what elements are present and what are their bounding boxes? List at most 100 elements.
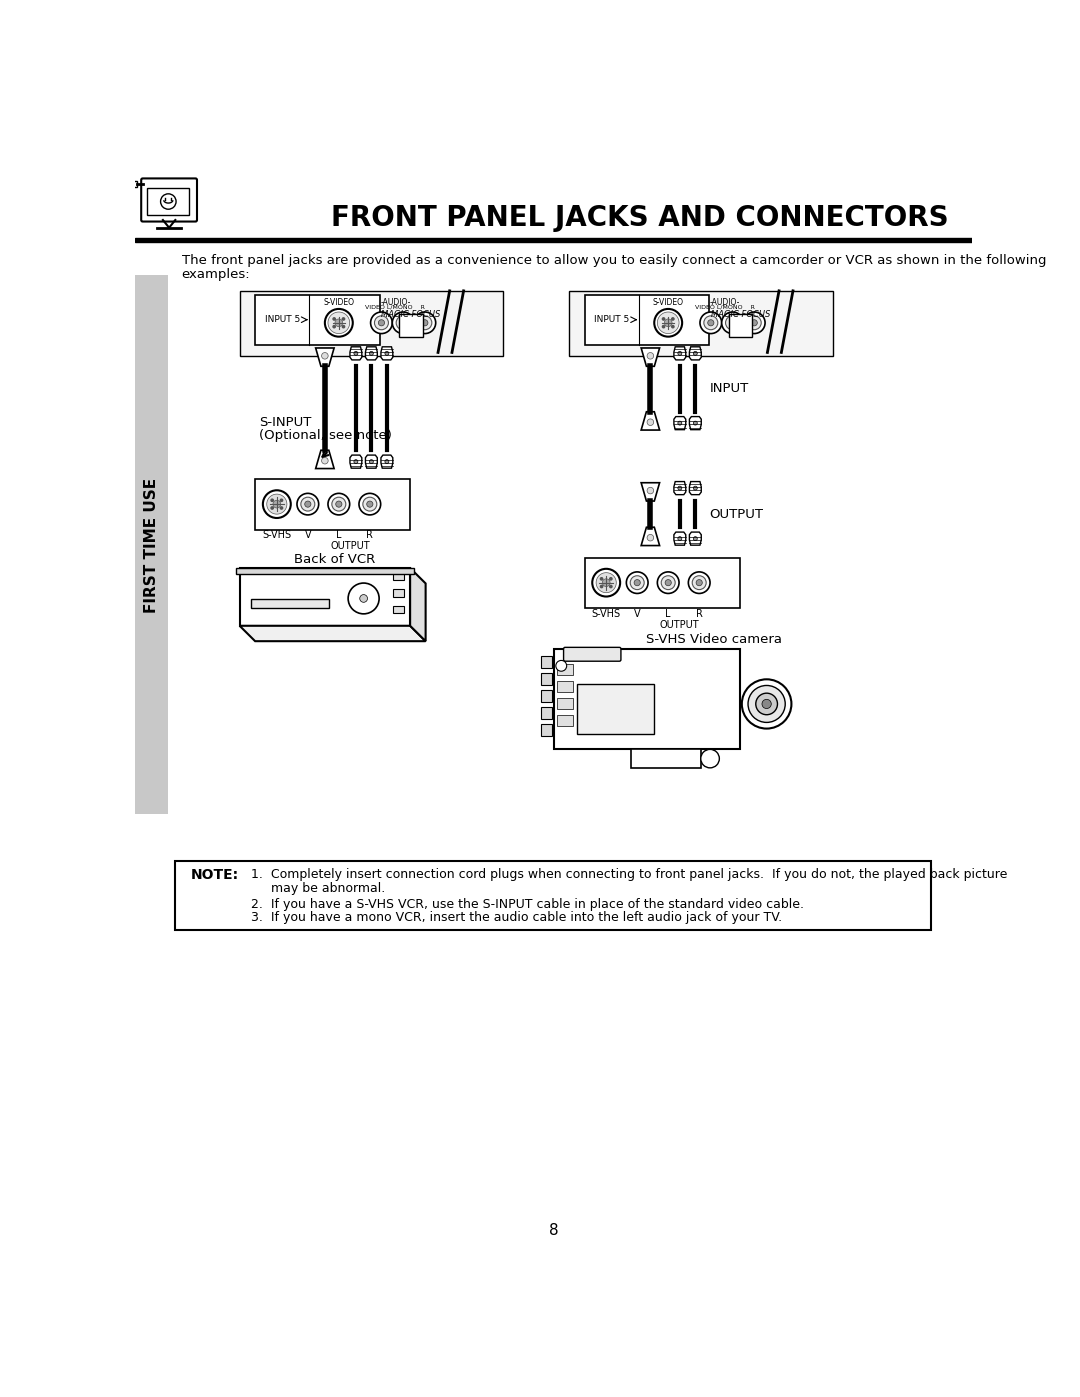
Circle shape	[400, 320, 406, 326]
Circle shape	[281, 499, 283, 502]
Text: -AUDIO-: -AUDIO-	[380, 298, 410, 307]
Polygon shape	[689, 532, 701, 545]
Polygon shape	[674, 482, 686, 495]
Circle shape	[678, 536, 681, 541]
Text: R: R	[696, 609, 703, 619]
Circle shape	[610, 585, 612, 588]
Bar	[584, 557, 740, 608]
Text: V: V	[305, 531, 311, 541]
Polygon shape	[642, 348, 660, 366]
Circle shape	[693, 536, 698, 541]
Text: VIDEO L/MONO    R: VIDEO L/MONO R	[365, 305, 426, 310]
Bar	[557, 715, 572, 726]
Circle shape	[700, 312, 721, 334]
Circle shape	[647, 352, 653, 359]
Circle shape	[626, 571, 648, 594]
Circle shape	[363, 497, 377, 511]
Circle shape	[305, 502, 311, 507]
Bar	[252, 599, 328, 609]
Bar	[175, 861, 931, 930]
Circle shape	[610, 578, 612, 580]
Circle shape	[701, 749, 719, 768]
Polygon shape	[674, 416, 686, 430]
Text: MAGIC FOCUS: MAGIC FOCUS	[711, 310, 770, 319]
Text: V: V	[634, 609, 640, 619]
Circle shape	[322, 352, 328, 359]
Polygon shape	[642, 483, 660, 502]
Circle shape	[748, 686, 785, 722]
Circle shape	[762, 700, 771, 708]
Circle shape	[647, 419, 653, 426]
Bar	[557, 698, 572, 708]
Circle shape	[647, 535, 653, 541]
Polygon shape	[365, 346, 377, 360]
Polygon shape	[315, 450, 334, 468]
Circle shape	[336, 502, 342, 507]
Bar	[393, 571, 404, 580]
Text: NOTE:: NOTE:	[191, 869, 239, 883]
Circle shape	[333, 326, 335, 328]
Circle shape	[342, 326, 345, 328]
Bar	[134, 180, 136, 187]
Bar	[557, 682, 572, 692]
Circle shape	[335, 319, 342, 327]
Circle shape	[262, 490, 291, 518]
Circle shape	[596, 573, 617, 592]
Polygon shape	[365, 455, 377, 468]
Circle shape	[592, 569, 620, 597]
Text: OUTPUT: OUTPUT	[710, 507, 764, 521]
Bar	[240, 291, 503, 356]
Circle shape	[271, 499, 273, 502]
Bar	[541, 673, 552, 685]
Circle shape	[332, 497, 346, 511]
Circle shape	[384, 352, 389, 355]
Text: S-VHS: S-VHS	[592, 609, 621, 619]
Bar	[255, 479, 410, 529]
Circle shape	[662, 317, 664, 320]
Circle shape	[422, 320, 428, 326]
Circle shape	[273, 500, 281, 509]
Text: FIRST TIME USE: FIRST TIME USE	[144, 478, 159, 612]
Polygon shape	[689, 416, 701, 430]
Circle shape	[672, 326, 674, 328]
Text: S-VIDEO: S-VIDEO	[652, 298, 684, 307]
Text: OUTPUT: OUTPUT	[330, 541, 369, 550]
Polygon shape	[689, 346, 701, 360]
Circle shape	[414, 312, 435, 334]
Bar	[577, 683, 654, 733]
Circle shape	[658, 312, 679, 334]
Text: FRONT PANEL JACKS AND CONNECTORS: FRONT PANEL JACKS AND CONNECTORS	[332, 204, 948, 232]
Text: L: L	[336, 531, 341, 541]
Bar	[541, 707, 552, 719]
Polygon shape	[410, 569, 426, 641]
Circle shape	[360, 595, 367, 602]
Bar	[631, 749, 701, 768]
Circle shape	[333, 317, 335, 320]
Text: R: R	[366, 531, 374, 541]
Circle shape	[756, 693, 778, 715]
Circle shape	[658, 571, 679, 594]
Text: INPUT 5: INPUT 5	[594, 316, 630, 324]
Circle shape	[367, 502, 373, 507]
Circle shape	[678, 420, 681, 425]
Text: 1.  Completely insert connection cord plugs when connecting to front panel jacks: 1. Completely insert connection cord plu…	[252, 869, 1008, 882]
Circle shape	[729, 320, 735, 326]
Text: 3.  If you have a mono VCR, insert the audio cable into the left audio jack of y: 3. If you have a mono VCR, insert the au…	[252, 911, 782, 925]
Bar	[557, 665, 572, 675]
Bar	[147, 187, 189, 215]
Circle shape	[743, 312, 765, 334]
Bar	[729, 314, 752, 337]
FancyBboxPatch shape	[564, 647, 621, 661]
Polygon shape	[381, 455, 393, 468]
Bar	[235, 569, 414, 574]
Polygon shape	[240, 626, 426, 641]
Circle shape	[693, 486, 698, 490]
Circle shape	[369, 352, 374, 355]
Circle shape	[665, 580, 672, 585]
Text: -AUDIO-: -AUDIO-	[710, 298, 740, 307]
Circle shape	[370, 312, 392, 334]
Circle shape	[328, 312, 350, 334]
Circle shape	[654, 309, 683, 337]
Circle shape	[678, 486, 681, 490]
Bar	[400, 314, 422, 337]
